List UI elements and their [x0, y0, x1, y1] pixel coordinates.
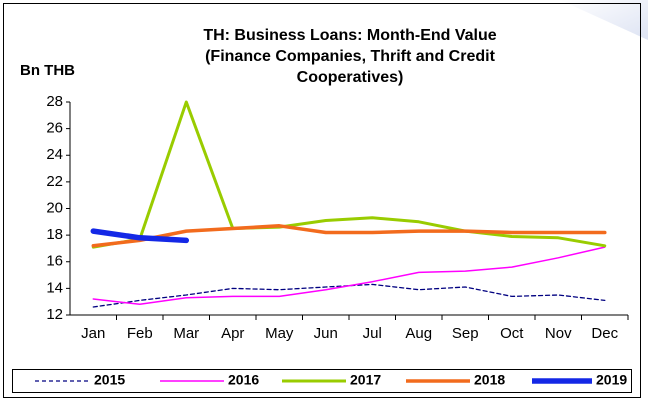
y-axis-label: Bn THB [20, 62, 75, 79]
x-tick-label: Jul [363, 325, 382, 342]
y-tick-label: 14 [46, 279, 63, 296]
y-tick-label: 18 [46, 226, 63, 243]
x-tick-label: Nov [545, 325, 572, 342]
chart-title: TH: Business Loans: Month-End Value [203, 27, 496, 44]
legend-label: 2019 [596, 372, 627, 388]
y-tick-label: 28 [46, 93, 63, 110]
series-line [90, 228, 190, 244]
series-line [92, 283, 606, 308]
legend-label: 2017 [350, 372, 381, 388]
x-tick-label: May [265, 325, 294, 342]
series-line [91, 224, 607, 248]
x-tick-label: Jan [81, 325, 105, 342]
legend-label: 2018 [474, 372, 505, 388]
legend-label: 2016 [228, 372, 259, 388]
x-tick-label: Mar [173, 325, 199, 342]
y-tick-label: 20 [46, 199, 63, 216]
x-tick-label: Aug [405, 325, 432, 342]
series-line [91, 100, 607, 249]
y-tick-label: 24 [46, 146, 63, 163]
x-tick-label: Oct [500, 325, 524, 342]
x-tick-label: Dec [591, 325, 618, 342]
x-tick-label: Sep [452, 325, 479, 342]
x-tick-label: Apr [221, 325, 244, 342]
chart-border [3, 3, 641, 398]
legend-label: 2015 [94, 372, 125, 388]
x-tick-label: Feb [127, 325, 153, 342]
series-line [92, 246, 606, 306]
y-tick-label: 22 [46, 173, 63, 190]
x-tick-label: Jun [314, 325, 338, 342]
chart-title: Cooperatives) [297, 69, 404, 86]
y-tick-label: 26 [46, 120, 63, 137]
y-tick-label: 16 [46, 253, 63, 270]
corner-decoration [560, 0, 648, 40]
y-tick-label: 12 [46, 306, 63, 323]
chart-title: (Finance Companies, Thrift and Credit [205, 48, 495, 65]
